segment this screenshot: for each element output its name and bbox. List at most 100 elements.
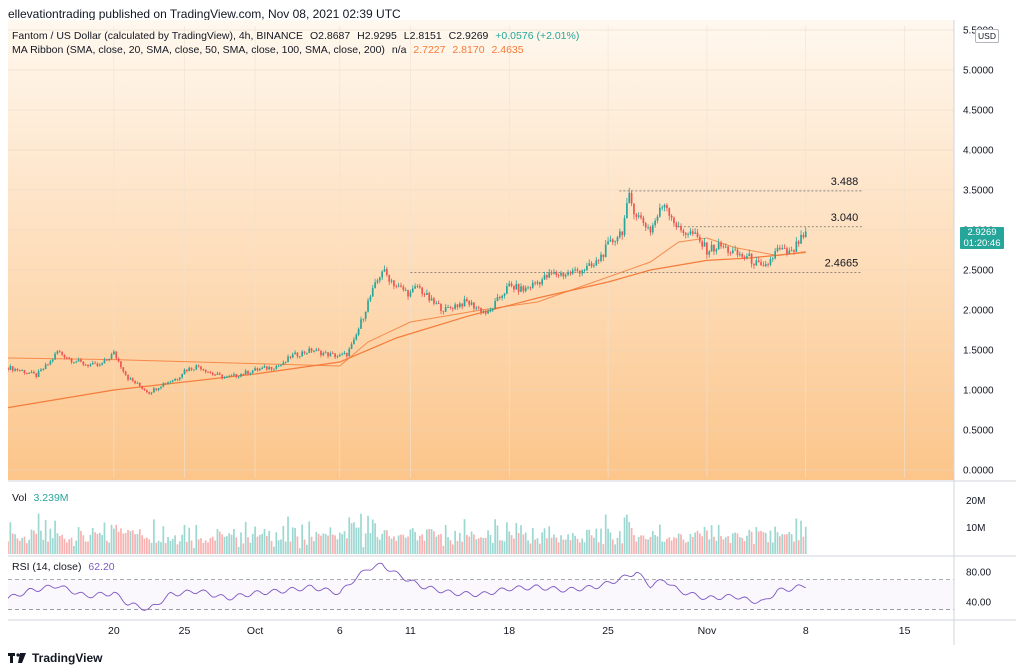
candle-body <box>640 215 642 218</box>
candle-body <box>124 371 127 375</box>
volume-bar <box>793 541 795 554</box>
candle-body <box>529 287 532 289</box>
volume-bar <box>804 526 807 554</box>
rsi-band-fill <box>8 579 954 610</box>
volume-legend[interactable]: Vol 3.239M <box>12 492 73 504</box>
candle-body <box>287 356 289 363</box>
volume-tick-label: 10M <box>966 523 985 534</box>
candle-body <box>129 378 132 380</box>
candle-body <box>611 239 614 243</box>
volume-bar <box>680 534 682 554</box>
candle-body <box>381 271 384 278</box>
volume-bar <box>489 534 492 554</box>
volume-bar <box>348 517 351 554</box>
volume-bar <box>604 514 607 554</box>
volume-bar <box>65 542 68 554</box>
volume-bar <box>684 542 687 554</box>
volume-bar <box>143 538 146 554</box>
volume-bar <box>266 536 268 554</box>
candle-body <box>143 388 146 390</box>
volume-bar <box>609 532 612 554</box>
price-tick-label: 5.0000 <box>963 66 994 77</box>
candle-body <box>433 298 435 304</box>
volume-bar <box>336 539 339 554</box>
volume-bar <box>87 541 89 554</box>
candle-body <box>571 270 574 274</box>
candle-body <box>383 269 386 272</box>
rsi-tick-label: 40.00 <box>966 598 991 609</box>
volume-bar <box>275 532 278 554</box>
volume-bar <box>449 540 452 554</box>
candle-body <box>767 264 769 265</box>
volume-bar <box>280 539 282 554</box>
rsi-tick-label: 80.00 <box>966 568 991 579</box>
low-value: L2.8151 <box>403 30 442 42</box>
volume-bar <box>616 537 619 554</box>
candle-body <box>37 371 40 377</box>
volume-bar <box>115 524 118 554</box>
candle-body <box>324 352 327 354</box>
volume-bar <box>242 543 245 554</box>
ma-na: n/a <box>391 44 407 56</box>
candle-body <box>623 218 626 236</box>
candle-body <box>484 311 487 314</box>
volume-bar <box>357 527 360 554</box>
tradingview-brand[interactable]: TradingView <box>32 651 103 665</box>
candle-body <box>235 374 238 377</box>
candle-body <box>416 286 419 287</box>
volume-bar <box>18 540 21 554</box>
candle-body <box>804 231 807 238</box>
volume-bar <box>473 534 475 554</box>
volume-bar <box>762 532 765 554</box>
ma-legend[interactable]: MA Ribbon (SMA, close, 20, SMA, close, 5… <box>12 44 528 56</box>
candle-body <box>134 380 136 384</box>
volume-bar <box>640 535 642 554</box>
volume-bar <box>117 531 120 554</box>
candle-body <box>411 288 414 293</box>
volume-bars <box>7 513 807 554</box>
bar-countdown: 01:20:46 <box>963 238 1001 249</box>
candle-body <box>200 366 202 370</box>
candle-body <box>531 282 534 288</box>
candle-body <box>181 374 183 378</box>
volume-bar <box>663 541 666 554</box>
volume-bar <box>49 528 52 554</box>
volume-bar <box>458 532 461 554</box>
rsi-legend[interactable]: RSI (14, close) 62.20 <box>12 561 119 573</box>
volume-bar <box>407 536 409 554</box>
volume-bar <box>263 528 266 554</box>
volume-bar <box>258 534 261 554</box>
candle-body <box>470 302 473 305</box>
candle-body <box>706 242 708 255</box>
volume-bar <box>731 533 734 554</box>
currency-badge[interactable]: USD <box>975 29 999 43</box>
volume-bar <box>475 539 478 554</box>
volume-bar <box>418 535 421 554</box>
volume-bar <box>282 525 285 554</box>
candle-body <box>489 309 492 312</box>
candle-body <box>750 253 753 264</box>
level-label: 3.488 <box>831 176 859 188</box>
candle-body <box>673 217 675 224</box>
volume-bar <box>388 536 391 554</box>
candle-body <box>604 244 607 258</box>
symbol-legend[interactable]: Fantom / US Dollar (calculated by Tradin… <box>12 30 583 42</box>
volume-bar <box>618 531 621 554</box>
candle-body <box>284 362 287 364</box>
volume-bar <box>331 534 334 554</box>
volume-bar <box>183 524 186 554</box>
candle-body <box>426 292 428 295</box>
candle-body <box>555 271 558 275</box>
volume-bar <box>261 533 263 554</box>
volume-bar <box>593 537 595 554</box>
candle-body <box>757 260 760 263</box>
candle-body <box>291 354 294 358</box>
candle-body <box>98 364 101 366</box>
candle-body <box>647 226 649 228</box>
volume-bar <box>233 528 235 554</box>
volume-bar <box>468 536 471 554</box>
candle-body <box>538 282 541 285</box>
volume-bar <box>230 534 233 554</box>
volume-bar <box>527 540 529 554</box>
